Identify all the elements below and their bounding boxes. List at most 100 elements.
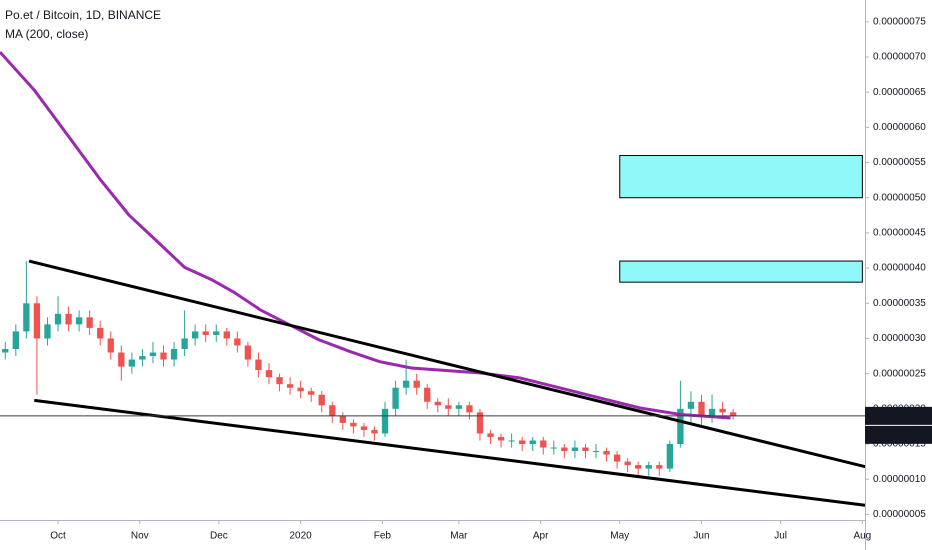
- y-tick-label: 0.00000050: [873, 192, 926, 203]
- x-tick-label: Jul: [774, 531, 787, 542]
- candle-body: [265, 370, 273, 378]
- axes: 0.000000050.000000100.000000150.00000020…: [50, 16, 932, 542]
- candle-body: [666, 444, 674, 469]
- y-tick-label: 0.00000010: [873, 474, 926, 485]
- candle-body: [12, 331, 19, 350]
- x-tick-label: Oct: [50, 531, 66, 542]
- candle-body: [170, 349, 178, 360]
- candle-body: [276, 377, 283, 385]
- candle-body: [54, 313, 62, 325]
- candle-body: [645, 465, 652, 469]
- candle-body: [149, 352, 157, 357]
- candle-body: [413, 380, 420, 388]
- candle-body: [561, 447, 568, 452]
- candle-body: [424, 387, 431, 402]
- candle-body: [592, 451, 600, 453]
- x-tick-label: 2020: [290, 531, 313, 542]
- candle-body: [708, 408, 716, 416]
- candle-body: [2, 349, 9, 353]
- candle-body: [635, 465, 642, 469]
- trend-line: [34, 398, 865, 507]
- candle-body: [466, 405, 473, 413]
- indicator-label: MA (200, close): [5, 27, 88, 41]
- candle-body: [381, 408, 389, 434]
- candle-body: [508, 440, 515, 442]
- x-tick-label: Aug: [853, 531, 871, 542]
- candle-body: [139, 356, 146, 360]
- y-tick-label: 0.00000025: [873, 368, 926, 379]
- candle-body: [202, 331, 209, 335]
- candle-body: [402, 380, 410, 388]
- y-tick-label: 0.00000055: [873, 157, 926, 168]
- candle-body: [434, 401, 441, 406]
- y-tick-label: 0.00000005: [873, 509, 926, 520]
- candle-body: [497, 436, 505, 441]
- candle-body: [244, 345, 252, 360]
- candle-body: [160, 352, 167, 360]
- candle-body: [519, 440, 526, 445]
- candle-body: [86, 317, 93, 328]
- x-tick-label: Feb: [374, 531, 392, 542]
- x-tick-label: Apr: [533, 531, 549, 542]
- candle-body: [308, 391, 315, 395]
- candle-body: [223, 331, 230, 339]
- candle-body: [97, 327, 104, 339]
- candle-body: [360, 426, 368, 430]
- chart-title: Po.et / Bitcoin, 1D, BINANCE: [5, 8, 161, 22]
- y-tick-label: 0.00000060: [873, 122, 926, 133]
- candle-body: [729, 412, 737, 416]
- candle-body: [392, 387, 399, 409]
- x-tick-label: May: [610, 531, 629, 542]
- candle-body: [255, 359, 262, 371]
- candle-body: [582, 447, 589, 452]
- plot: [0, 51, 865, 507]
- x-tick-label: Nov: [131, 531, 149, 542]
- trend-line: [28, 259, 865, 469]
- candle-body: [529, 440, 536, 445]
- candle-body: [476, 412, 484, 434]
- candle-body: [603, 451, 610, 455]
- y-tick-label: 0.00000065: [873, 87, 926, 98]
- candle-body: [234, 338, 241, 346]
- candle-body: [191, 331, 199, 339]
- candle-body: [213, 331, 220, 335]
- countdown-box: [865, 425, 932, 444]
- y-tick-label: 0.00000035: [873, 298, 926, 309]
- y-tick-label: 0.00000015: [873, 439, 926, 450]
- candle-body: [487, 433, 494, 437]
- candle-body: [687, 401, 695, 409]
- candle-body: [107, 338, 114, 353]
- candle-body: [698, 401, 705, 416]
- candle-body: [181, 338, 188, 350]
- price-zone: [619, 260, 863, 283]
- candle-body: [540, 440, 547, 448]
- last-price-box: [865, 406, 932, 425]
- candle-body: [75, 317, 83, 325]
- candle-body: [297, 387, 304, 392]
- candle-body: [656, 465, 663, 469]
- candle-body: [339, 415, 346, 423]
- candle-body: [33, 303, 41, 339]
- moving-average-line: [0, 51, 731, 420]
- candle-body: [613, 454, 621, 462]
- candle-body: [677, 408, 684, 445]
- countdown-label: 09:42:24: [873, 429, 913, 440]
- y-tick-label: 0.00000070: [873, 52, 926, 63]
- candle-body: [318, 394, 325, 406]
- candle-body: [44, 324, 51, 339]
- candle-body: [624, 461, 631, 466]
- x-tick-label: Jun: [693, 531, 709, 542]
- price-zone: [619, 155, 863, 199]
- candle-body: [65, 313, 72, 325]
- candle-body: [118, 352, 125, 367]
- x-tick-label: Mar: [450, 531, 468, 542]
- candle-body: [329, 405, 336, 416]
- y-tick-label: 0.00000075: [873, 16, 926, 27]
- candle-body: [128, 359, 136, 367]
- candle-body: [286, 384, 294, 388]
- candle-body: [571, 447, 579, 452]
- candle-body: [350, 422, 357, 427]
- candle-body: [550, 447, 557, 449]
- candle-body: [719, 408, 726, 413]
